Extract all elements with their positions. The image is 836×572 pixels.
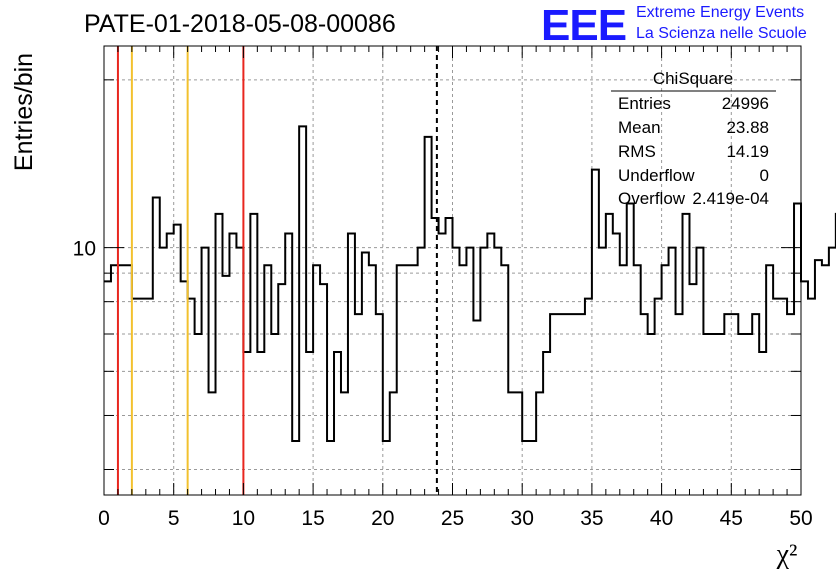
- stats-value-overflow: 2.419e-04: [692, 189, 769, 208]
- reference-lines: [116, 46, 438, 495]
- x-tick-label: 40: [650, 507, 673, 530]
- y-axis-label: Entries/bin: [10, 53, 38, 171]
- x-tick-label: 15: [301, 507, 324, 530]
- stats-label-entries: Entries: [618, 94, 671, 113]
- stats-value-entries: 24996: [722, 94, 769, 113]
- stats-label-overflow: Overflow: [618, 189, 686, 208]
- chart-title: PATE-01-2018-05-08-00086: [84, 10, 396, 38]
- x-tick-label: 50: [789, 507, 812, 530]
- stats-title: ChiSquare: [653, 69, 733, 88]
- x-axis-label: χ²: [776, 539, 798, 570]
- x-tick-label: 20: [371, 507, 394, 530]
- x-tick-label: 5: [168, 507, 180, 530]
- stats-value-underflow: 0: [760, 166, 769, 185]
- eee-logo-mark: EEE: [541, 1, 626, 50]
- x-tick-label: 45: [720, 507, 743, 530]
- histogram-line: [104, 125, 836, 442]
- stats-label-mean: Mean: [618, 118, 661, 137]
- x-tick-label: 30: [511, 507, 534, 530]
- x-tick-label: 25: [441, 507, 464, 530]
- x-tick-label: 0: [98, 507, 110, 530]
- x-tick-label: 10: [232, 507, 255, 530]
- stats-value-mean: 23.88: [726, 118, 769, 137]
- x-tick-label: 35: [580, 507, 603, 530]
- stats-box: ChiSquare Entries 24996 Mean 23.88 RMS 1…: [611, 69, 776, 208]
- stats-value-rms: 14.19: [726, 142, 769, 161]
- y-tick-label: 10: [73, 238, 96, 261]
- axes: 0 5 10 15 20 25 30 35 40 45 50 10: [73, 46, 813, 530]
- logo-line-2: La Scienza nelle Scuole: [636, 25, 807, 42]
- stats-label-underflow: Underflow: [618, 166, 695, 185]
- histogram: [104, 125, 836, 442]
- eee-logo: EEE Extreme Energy Events La Scienza nel…: [541, 1, 807, 50]
- stats-label-rms: RMS: [618, 142, 656, 161]
- logo-line-1: Extreme Energy Events: [636, 4, 804, 21]
